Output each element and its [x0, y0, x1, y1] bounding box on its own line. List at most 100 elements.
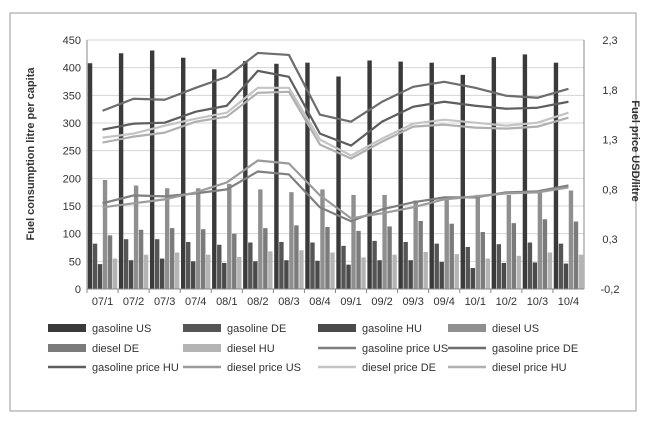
bar	[294, 225, 299, 289]
bar	[310, 242, 315, 289]
x-tick-label: 07/3	[154, 296, 175, 308]
x-tick-label: 08/2	[247, 296, 268, 308]
bar	[164, 188, 170, 289]
bar	[159, 258, 165, 289]
bar	[475, 194, 480, 289]
y-tick-label: 250	[63, 146, 81, 158]
bar	[227, 183, 232, 289]
bar	[201, 229, 206, 289]
x-tick-label: 09/2	[371, 296, 392, 308]
legend-label: diesel US	[492, 323, 539, 335]
x-tick-label: 10/4	[558, 296, 579, 308]
bar	[97, 264, 103, 289]
y-tick-label: 400	[63, 63, 81, 75]
x-tick-label: 09/1	[340, 296, 361, 308]
bar	[563, 263, 569, 289]
bar	[232, 233, 237, 289]
bar	[501, 262, 507, 289]
series-line	[102, 90, 569, 160]
bar	[408, 260, 413, 289]
bar	[444, 197, 449, 289]
series-line	[102, 86, 569, 157]
legend-label: gasoline price DE	[492, 343, 578, 355]
y2-tick-label: -0,2	[601, 284, 620, 296]
bar	[377, 260, 382, 289]
bar	[460, 74, 465, 289]
legend-label: diesel price HU	[492, 362, 567, 374]
legend-swatch	[448, 324, 486, 332]
series-line	[102, 51, 569, 123]
bar	[491, 57, 497, 290]
bar	[573, 221, 579, 289]
bar	[542, 219, 548, 289]
x-tick-label: 07/2	[123, 296, 144, 308]
legend-swatch	[318, 324, 356, 332]
x-tick-label: 10/3	[527, 296, 548, 308]
x-tick-label: 08/1	[216, 296, 237, 308]
series-line	[102, 159, 569, 220]
bar	[465, 246, 470, 289]
bar	[367, 60, 372, 289]
bar	[351, 194, 356, 289]
bar	[263, 228, 268, 289]
bar	[511, 223, 517, 289]
bar	[413, 200, 418, 289]
x-tick-label: 09/4	[434, 296, 455, 308]
bar	[289, 192, 294, 289]
bar	[243, 61, 248, 289]
x-tick-label: 08/3	[278, 296, 299, 308]
y2-tick-label: 0,3	[602, 234, 617, 246]
bar	[578, 254, 584, 289]
y2-axis-label: Fuel price USD/litre	[629, 100, 641, 201]
bar	[181, 57, 186, 290]
y-axis-label: Fuel consumption litre per capita	[25, 67, 37, 241]
bar	[454, 254, 459, 289]
bar	[237, 256, 242, 289]
y-tick-label: 50	[69, 256, 81, 268]
y-tick-label: 0	[75, 284, 81, 296]
bar	[480, 232, 485, 289]
bar	[102, 179, 108, 289]
x-tick-label: 07/1	[92, 296, 113, 308]
bar	[217, 244, 222, 289]
y2-tick-label: 1,3	[602, 135, 617, 147]
axes: 0 50 100 150 200 250 300 350 400 450 -0,2 0,3 0,8 1,3…	[63, 35, 620, 308]
y-tick-label: 300	[63, 118, 81, 130]
bar	[206, 254, 211, 289]
legend-swatch	[183, 324, 221, 332]
bar	[346, 264, 351, 289]
legend-label: diesel price DE	[362, 362, 436, 374]
bar	[423, 251, 428, 289]
bar	[118, 53, 124, 289]
x-tick-label: 10/2	[496, 296, 517, 308]
bar	[186, 241, 191, 289]
bar	[191, 261, 196, 289]
legend-swatch	[183, 344, 221, 352]
bar	[387, 226, 392, 289]
bar	[284, 260, 289, 289]
bar	[154, 239, 160, 289]
bar	[174, 252, 180, 289]
bar	[356, 230, 361, 289]
bar	[92, 243, 98, 289]
bar	[537, 192, 543, 289]
bar	[258, 189, 263, 289]
legend-label: diesel HU	[227, 343, 275, 355]
bar	[403, 241, 408, 289]
legend: gasoline US gasoline DE gasoline HU diesel …	[48, 323, 578, 374]
bar	[547, 252, 553, 289]
bar	[222, 262, 227, 289]
bar	[143, 254, 149, 289]
bar	[212, 69, 217, 289]
bar	[485, 258, 490, 289]
bar	[330, 252, 335, 289]
bar	[123, 239, 129, 289]
bar	[470, 267, 475, 289]
bar	[305, 62, 310, 289]
bar	[336, 76, 341, 290]
bar	[558, 243, 564, 289]
bar	[87, 63, 93, 289]
bar	[268, 251, 273, 289]
legend-label: diesel price US	[227, 362, 301, 374]
